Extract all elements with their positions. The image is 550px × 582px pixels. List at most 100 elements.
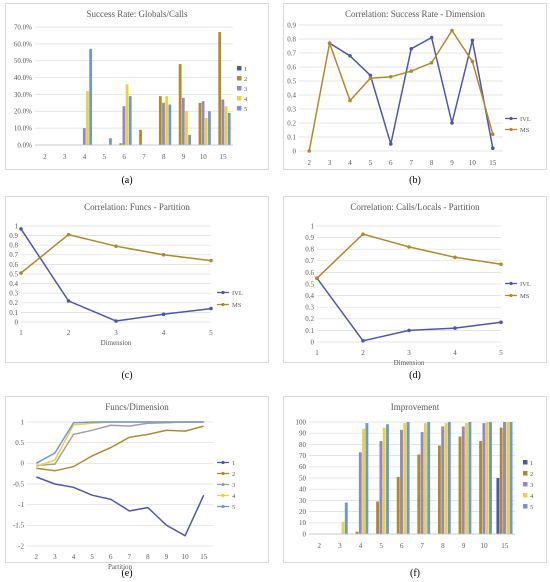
chart-b-legend-marker bbox=[509, 116, 513, 121]
chart-e-ytick-label: -1.5 bbox=[13, 522, 25, 530]
chart-a-bar bbox=[139, 129, 142, 145]
chart-b-point bbox=[348, 98, 352, 103]
chart-d-point bbox=[407, 245, 411, 249]
chart-a-ytick-label: 50.0% bbox=[14, 57, 32, 65]
chart-b-point bbox=[327, 41, 332, 45]
chart-e-legend-label: 5 bbox=[232, 504, 235, 511]
chart-a-bar bbox=[185, 111, 188, 145]
chart-f-bar bbox=[403, 423, 407, 534]
chart-b-frame bbox=[283, 3, 547, 170]
chart-c-legend-marker bbox=[221, 302, 225, 307]
chart-a-bar bbox=[119, 143, 123, 145]
chart-a-ytick-label: 60.0% bbox=[14, 40, 32, 48]
chart-a-ytick-label: 20.0% bbox=[14, 108, 32, 116]
chart-c-ytick-label: 0.5 bbox=[9, 270, 18, 278]
chart-b-ytick-label: 0.1 bbox=[287, 133, 296, 141]
chart-f-legend-label: 2 bbox=[530, 471, 533, 478]
chart-f-xtick-label: 10 bbox=[481, 542, 489, 550]
chart-f-ytick-label: 80 bbox=[299, 441, 307, 449]
chart-f-title: Improvement bbox=[391, 402, 440, 412]
chart-e-xtick-label: 4 bbox=[72, 553, 76, 561]
chart-e-legend-label: 3 bbox=[232, 482, 235, 489]
chart-a-xtick-label: 5 bbox=[103, 153, 107, 161]
chart-b-legend-marker bbox=[509, 127, 513, 132]
chart-b-ytick-label: 0.4 bbox=[287, 91, 296, 99]
chart-d-ytick-label: 0.9 bbox=[305, 234, 314, 242]
caption-e: (e) bbox=[121, 568, 133, 579]
chart-f-bar bbox=[499, 427, 503, 534]
chart-f-bar bbox=[396, 476, 400, 534]
chart-e-legend-label: 4 bbox=[232, 493, 236, 500]
chart-a-bar bbox=[201, 101, 205, 145]
chart-a-bar bbox=[158, 96, 162, 145]
chart-f-bar bbox=[400, 429, 403, 534]
chart-c-legend-label: IVL bbox=[232, 290, 243, 297]
chart-panel-b: Correlation: Success Rate - Dimension 0 0.… bbox=[283, 3, 547, 170]
chart-d-ytick-label: 0.4 bbox=[305, 292, 314, 300]
chart-f-xtick-label: 3 bbox=[338, 542, 342, 550]
chart-e-ytick-label: 0.5 bbox=[15, 439, 24, 447]
chart-c-point bbox=[114, 244, 118, 248]
chart-a-bar bbox=[208, 111, 211, 145]
chart-f-bar bbox=[382, 427, 386, 534]
chart-c-ytick-label: 0.6 bbox=[9, 261, 18, 269]
chart-a-legend-label: 1 bbox=[244, 66, 247, 73]
chart-f-bar bbox=[489, 422, 492, 534]
chart-e-xtick-label: 8 bbox=[146, 553, 150, 561]
chart-c-point bbox=[209, 258, 213, 263]
chart-f-bar bbox=[468, 422, 472, 534]
chart-d-ytick-label: 0.2 bbox=[305, 315, 314, 323]
chart-a-bar bbox=[122, 106, 126, 145]
chart-d-ytick-label: 0.3 bbox=[305, 304, 314, 312]
chart-c-xtick-label: 1 bbox=[19, 329, 23, 337]
chart-f-xtick-label: 7 bbox=[421, 542, 425, 550]
chart-b-ytick-label: 0.9 bbox=[287, 21, 296, 29]
chart-b-xtick-label: 3 bbox=[328, 159, 332, 167]
chart-b-ytick-label: 0.3 bbox=[287, 105, 296, 113]
chart-e-xtick-label: 10 bbox=[182, 553, 190, 561]
caption-d: (d) bbox=[409, 370, 421, 381]
chart-e-legend-marker bbox=[221, 460, 225, 465]
chart-c-x-axis-label: Dimension bbox=[101, 339, 132, 347]
chart-f-ytick-label: 70 bbox=[299, 452, 307, 460]
chart-a-bar bbox=[109, 138, 112, 145]
chart-a-bar bbox=[165, 96, 169, 145]
chart-panel-c: Correlation: Funcs - Partition 0 0.1 0.2 0.3… bbox=[5, 196, 269, 363]
chart-f-ytick-label: 90 bbox=[299, 430, 307, 438]
chart-b-point bbox=[450, 121, 454, 125]
chart-c-point bbox=[209, 306, 213, 311]
chart-c-ytick-label: 0.3 bbox=[9, 290, 18, 298]
chart-c-ytick-label: 0.9 bbox=[9, 232, 18, 240]
chart-d-point bbox=[361, 232, 365, 236]
chart-b-xtick-label: 2 bbox=[307, 159, 311, 167]
chart-f-bar bbox=[365, 423, 369, 534]
chart-a-xtick-label: 10 bbox=[200, 153, 208, 161]
chart-c-point bbox=[66, 232, 71, 237]
chart-d-legend-label: MS bbox=[520, 293, 530, 300]
chart-d-ytick-label: 0 bbox=[311, 338, 315, 346]
chart-d-xtick-label: 4 bbox=[453, 349, 457, 357]
chart-b-title: Correlation: Success Rate - Dimension bbox=[345, 9, 485, 19]
chart-c-point bbox=[19, 227, 23, 231]
chart-c-legend-label: MS bbox=[232, 302, 242, 309]
chart-f-bar bbox=[376, 501, 380, 534]
chart-f-bar bbox=[355, 531, 359, 534]
chart-a-bar bbox=[89, 48, 93, 145]
chart-b-point bbox=[429, 61, 434, 65]
chart-c-ytick-label: 0.8 bbox=[9, 242, 18, 250]
chart-b-point bbox=[389, 142, 393, 146]
chart-f-legend-swatch bbox=[523, 493, 528, 498]
chart-a-bar bbox=[86, 91, 89, 145]
chart-panel-f: Improvement 0 10 20 30 40 50 60 70 80 90 100 2 3 4 5 6 7 8… bbox=[283, 396, 547, 563]
chart-c-xtick-label: 4 bbox=[162, 329, 166, 337]
caption-f: (f) bbox=[410, 568, 420, 579]
chart-d-ytick-label: 0.6 bbox=[305, 269, 314, 277]
chart-d-point bbox=[315, 276, 319, 280]
chart-f-xtick-label: 2 bbox=[318, 542, 322, 550]
chart-a-ytick-label: 0.0% bbox=[17, 141, 32, 149]
chart-d-xtick-label: 2 bbox=[361, 349, 365, 357]
chart-b-ytick-label: 0.2 bbox=[287, 119, 296, 127]
chart-a-xtick-label: 7 bbox=[142, 153, 146, 161]
chart-e-ytick-label: -0.5 bbox=[13, 480, 25, 488]
chart-panel-d: Correlation: Calls/Locals - Partition 0 0.… bbox=[283, 196, 547, 367]
